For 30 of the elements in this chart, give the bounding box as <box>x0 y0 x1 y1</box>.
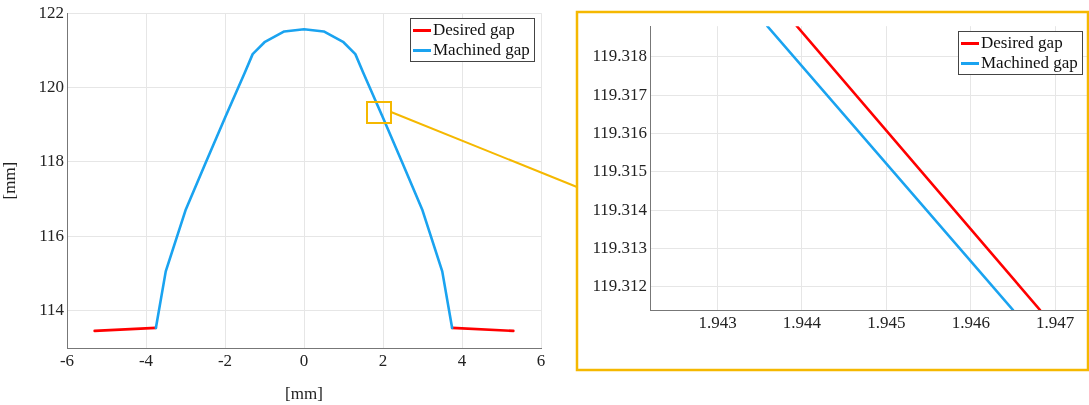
x-axis-title: [mm] <box>285 384 323 404</box>
x-tick-label: 1.945 <box>867 312 906 332</box>
x-tick-label: -6 <box>59 350 75 370</box>
x-tick-label: 0 <box>299 350 309 370</box>
x-tick-label: 1.946 <box>951 312 990 332</box>
y-tick-label: 119.316 <box>592 123 647 143</box>
y-tick-label: 119.314 <box>592 199 648 219</box>
legend-label: Machined gap <box>433 40 530 61</box>
legend-label: Desired gap <box>981 33 1063 54</box>
legend-label: Machined gap <box>981 53 1078 74</box>
x-tick-label: 1.944 <box>782 312 822 332</box>
y-axis-title: [mm] <box>0 161 19 200</box>
x-tick-label: 2 <box>378 350 388 370</box>
y-tick-label: 119.317 <box>592 84 648 104</box>
x-tick-label: 1.943 <box>698 312 737 332</box>
x-tick-label: -4 <box>138 350 154 370</box>
y-tick-label: 119.318 <box>592 46 647 66</box>
y-tick-label: 120 <box>38 77 64 97</box>
x-tick-label: 1.947 <box>1036 312 1075 332</box>
y-tick-label: 114 <box>39 300 65 320</box>
y-tick-label: 116 <box>39 225 64 245</box>
y-tick-label: 119.315 <box>592 161 647 181</box>
y-tick-label: 118 <box>39 151 64 171</box>
x-tick-label: -2 <box>217 350 233 370</box>
x-tick-label: 4 <box>457 350 467 370</box>
legend-label: Desired gap <box>433 20 515 41</box>
y-tick-label: 119.313 <box>592 238 647 258</box>
y-tick-label: 119.312 <box>592 276 647 296</box>
x-tick-label: 6 <box>536 350 546 370</box>
y-tick-label: 122 <box>38 2 64 22</box>
